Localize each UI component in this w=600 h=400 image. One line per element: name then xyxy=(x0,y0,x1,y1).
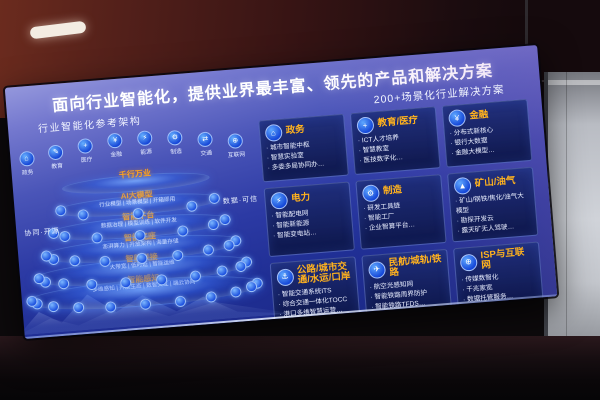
card-bullet-list: 研发工具链智能工厂企业智算平台… xyxy=(363,199,439,235)
tier-node-icon xyxy=(208,191,220,204)
card-title: 电力 xyxy=(290,191,311,205)
power-card-icon: ⚡ xyxy=(269,191,288,210)
industry-label: 医疗 xyxy=(80,157,93,164)
industry-label: 金融 xyxy=(110,151,123,159)
tier-node-icon xyxy=(54,204,67,217)
card-bullet-list: 传媒数智化千兆家宽数据托管服务… xyxy=(461,270,537,306)
energy-icon: ⚡ xyxy=(136,130,154,147)
education-icon: ✎ xyxy=(47,144,65,161)
tier-node-icon xyxy=(47,300,60,313)
card-title: 民航/城轨/铁路 xyxy=(388,252,442,279)
solution-card: ⊕ ISP与互联网 传媒数智化千兆家宽数据托管服务… xyxy=(452,241,544,311)
solution-cards-grid: ⌂ 政务 城市智能中枢智慧实验室多委多局协同办… + 教育/医疗 ICT人才培养… xyxy=(257,98,544,326)
floor xyxy=(0,336,600,400)
card-title: 政务 xyxy=(285,124,306,137)
manufacturing-icon: ⚙ xyxy=(166,129,184,146)
tier-node-icon xyxy=(245,281,258,294)
card-title: 教育/医疗 xyxy=(377,114,419,130)
card-bullet-list: 矿山/钢铁/焦化/油气大模型勘探开发云露天矿无人驾驶… xyxy=(455,191,532,236)
internet-icon: ⊕ xyxy=(227,132,244,150)
government-icon: ⌂ xyxy=(18,150,35,167)
industry-item: ⚡ 能源 xyxy=(132,130,158,164)
card-bullet-list: 城市智能中枢智慧实验室多委多局协同办… xyxy=(266,138,342,174)
tier-node-icon xyxy=(207,219,220,231)
tier-node-icon xyxy=(222,239,235,251)
card-title: 公路/城市交通/水运/口岸 xyxy=(296,260,351,287)
industry-item: ✎ 教育 xyxy=(43,144,69,178)
manufacturing-card-icon: ⚙ xyxy=(361,184,380,203)
architecture-diagram: 行业智能化参考架构 ⌂ 政务 ✎ 教育 + 医疗 ¥ 金融 ⚡ 能源 ⚙ 制造 … xyxy=(7,102,269,337)
solution-card: + 教育/医疗 ICT人才培养智慧教室医技数字化… xyxy=(349,106,441,176)
tier-node-icon xyxy=(218,213,231,226)
finance-card-icon: ¥ xyxy=(447,108,467,128)
card-bullet-list: 航空光感知网智能铁路周界防护智能铁路TFDS… xyxy=(369,277,445,313)
industry-item: ¥ 金融 xyxy=(103,132,129,166)
solution-card: ⌂ 政务 城市智能中枢智慧实验室多委多局协同办… xyxy=(257,113,349,183)
industry-label: 制造 xyxy=(170,148,183,156)
industry-item: + 医疗 xyxy=(73,137,99,172)
tier-node-icon xyxy=(59,231,72,243)
aviation-rail-card-icon: ✈ xyxy=(367,260,386,279)
solution-card: ✈ 民航/城轨/铁路 航空光感知网智能铁路周界防护智能铁路TFDS… xyxy=(361,248,452,319)
led-screen: 面向行业智能化，提供业界最丰富、领先的产品和解决方案 行业智能化参考架构 ⌂ 政… xyxy=(4,44,558,340)
solution-card: ¥ 金融 分布式新核心银行大数据金融大模型… xyxy=(441,98,533,168)
industry-label: 政务 xyxy=(21,169,34,177)
industry-label: 能源 xyxy=(140,149,153,157)
industry-label: 教育 xyxy=(51,163,64,171)
tier-node-icon xyxy=(230,286,243,298)
slide-body: 行业智能化参考架构 ⌂ 政务 ✎ 教育 + 医疗 ¥ 金融 ⚡ 能源 ⚙ 制造 … xyxy=(7,79,557,337)
industry-label: 互联网 xyxy=(227,151,246,160)
card-title: ISP与互联网 xyxy=(480,246,525,272)
finance-icon: ¥ xyxy=(107,132,124,149)
education-medical-card-icon: + xyxy=(356,116,375,135)
card-title: 制造 xyxy=(382,184,403,197)
mining-oil-card-icon: ▲ xyxy=(453,176,472,196)
medical-icon: + xyxy=(77,137,94,155)
card-bullet-list: 分布式新核心银行大数据金融大模型… xyxy=(449,123,525,159)
solution-card: ⚡ 电力 智能配电网智能新能源智能变电站… xyxy=(263,181,355,257)
industry-item: ⚙ 制造 xyxy=(162,129,188,163)
solutions-panel: 200+场景化行业解决方案 ⌂ 政务 城市智能中枢智慧实验室多委多局协同办… +… xyxy=(252,79,557,327)
card-bullet-list: 智能配电网智能新能源智能变电站… xyxy=(271,206,347,242)
tier-node-icon xyxy=(234,260,247,272)
isp-internet-card-icon: ⊕ xyxy=(459,253,478,272)
solution-card: ▲ 矿山/油气 矿山/钢铁/焦化/油气大模型勘探开发云露天矿无人驾驶… xyxy=(446,166,539,242)
card-title: 金融 xyxy=(468,109,489,122)
solution-card: ⚙ 制造 研发工具链智能工厂企业智算平台… xyxy=(355,174,447,250)
industry-item: ⇄ 交通 xyxy=(193,131,219,165)
industry-label: 交通 xyxy=(200,150,213,158)
transport-icon: ⇄ xyxy=(197,131,214,148)
card-bullet-list: ICT人才培养智慧教室医技数字化… xyxy=(358,131,434,167)
government-card-icon: ⌂ xyxy=(264,123,283,143)
card-title: 矿山/油气 xyxy=(474,175,516,190)
